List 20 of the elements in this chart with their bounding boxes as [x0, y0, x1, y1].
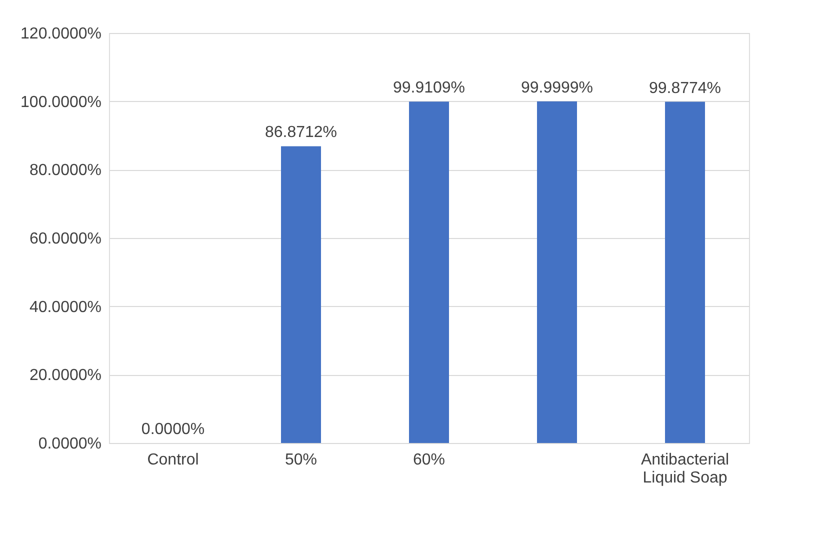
y-tick-label: 0.0000% — [38, 436, 102, 452]
data-label: 99.8774% — [648, 80, 722, 97]
data-label: 86.8712% — [264, 124, 338, 142]
data-label: 0.0000% — [141, 421, 205, 438]
x-tick-label: 60% — [412, 452, 446, 468]
bar — [665, 102, 705, 443]
bar — [409, 102, 449, 443]
y-tick-label: 100.0000% — [20, 94, 102, 111]
bar — [281, 146, 321, 443]
x-tick-label: 50% — [284, 452, 318, 468]
bar — [537, 101, 577, 443]
y-tick-label: 20.0000% — [29, 367, 102, 384]
data-label: 99.9109% — [392, 80, 466, 97]
x-tick-label: Antibacterial Liquid Soap — [640, 452, 730, 486]
data-label: 99.9999% — [520, 79, 594, 96]
y-tick-label: 80.0000% — [29, 162, 102, 180]
y-tick-label: 40.0000% — [29, 298, 102, 316]
y-tick-label: 60.0000% — [29, 230, 102, 248]
x-tick-label: Control — [147, 452, 199, 468]
y-tick-label: 120.0000% — [20, 26, 102, 42]
